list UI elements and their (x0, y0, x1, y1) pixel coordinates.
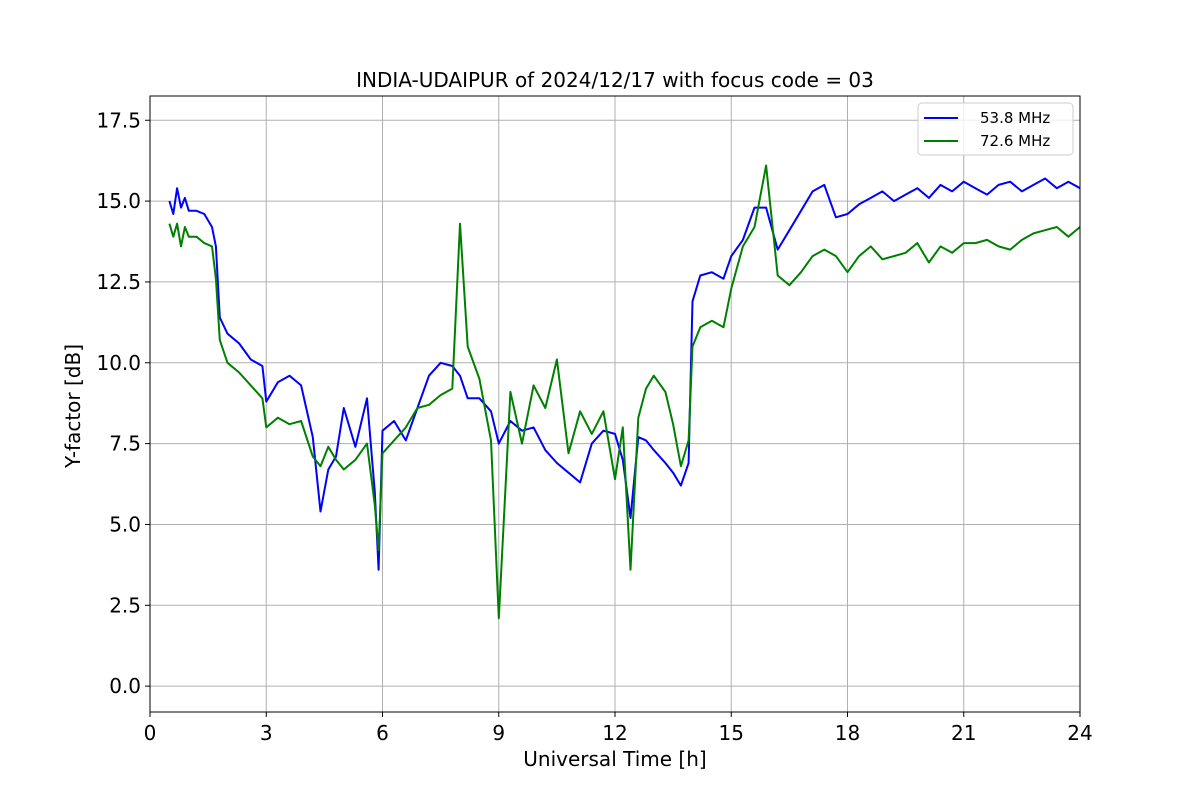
x-tick-label: 0 (144, 721, 157, 745)
x-tick-label: 6 (376, 721, 389, 745)
x-tick-label: 15 (719, 721, 744, 745)
y-axis-title: Y-factor [dB] (61, 344, 85, 469)
legend-label-1: 53.8 MHz (980, 109, 1050, 127)
y-tick-label: 17.5 (96, 108, 141, 132)
x-tick-label: 18 (835, 721, 860, 745)
y-tick-label: 7.5 (109, 432, 141, 456)
y-tick-label: 2.5 (109, 593, 141, 617)
series-layer (168, 164, 1080, 620)
x-tick-label: 24 (1067, 721, 1092, 745)
series-line-1 (168, 177, 1080, 571)
y-tick-label: 10.0 (96, 351, 141, 375)
y-tick-label: 12.5 (96, 270, 141, 294)
legend: 53.8 MHz 72.6 MHz (917, 102, 1074, 156)
x-tick-label: 9 (492, 721, 505, 745)
legend-label-2: 72.6 MHz (980, 132, 1050, 150)
ticks: 0 3 6 9 12 15 18 21 24 0.0 2.5 5.0 7.5 10.0 12.5 15.0 17… (96, 108, 1092, 745)
y-tick-label: 5.0 (109, 512, 141, 536)
x-axis-title: Universal Time [h] (523, 747, 706, 771)
x-tick-label: 12 (602, 721, 627, 745)
x-tick-label: 21 (951, 721, 976, 745)
series-line-2 (168, 164, 1080, 620)
y-tick-label: 0.0 (109, 674, 141, 698)
x-tick-label: 3 (260, 721, 273, 745)
chart-title: INDIA-UDAIPUR of 2024/12/17 with focus c… (356, 68, 874, 92)
y-tick-label: 15.0 (96, 189, 141, 213)
